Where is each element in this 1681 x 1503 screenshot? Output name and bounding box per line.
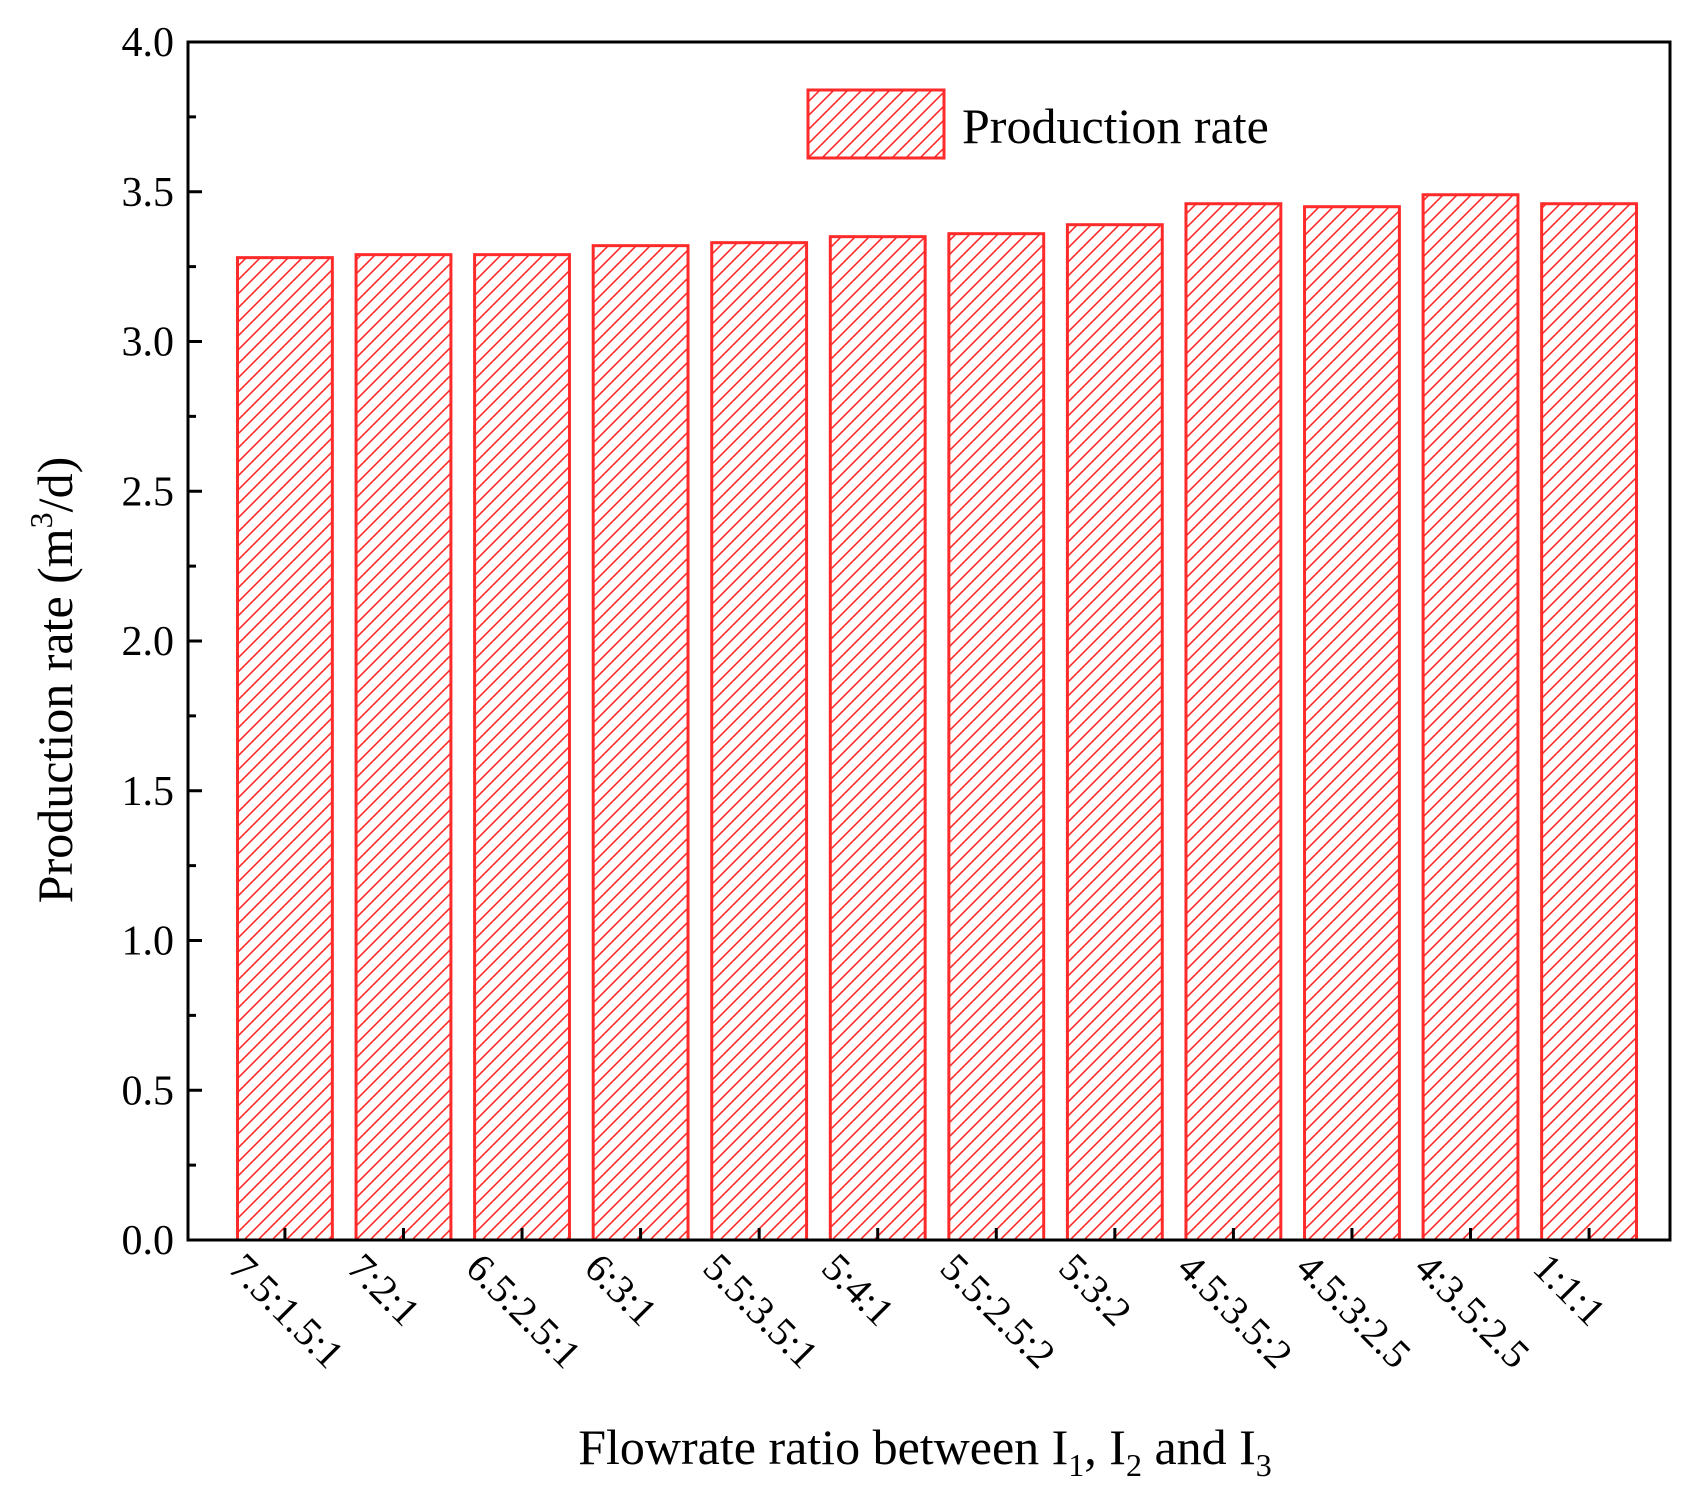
bar <box>1540 202 1639 1242</box>
y-tick-label: 3.5 <box>122 170 175 216</box>
y-tick-label: 4.0 <box>122 20 175 66</box>
y-tick-label: 3.0 <box>122 320 175 366</box>
x-tick-label: 4:3.5:2.5 <box>1406 1245 1538 1377</box>
legend-label: Production rate <box>962 98 1269 154</box>
bar <box>591 244 690 1242</box>
legend-swatch <box>806 88 946 160</box>
bar <box>1065 223 1164 1242</box>
y-axis: 0.0 0.5 1.0 1.5 2.0 2.5 3.0 3.5 4.0 <box>122 20 202 1264</box>
bar <box>710 241 809 1242</box>
y-tick-label: 0.0 <box>122 1218 175 1264</box>
legend: Production rate <box>806 88 1269 160</box>
x-tick-label: 1:1:1 <box>1525 1245 1615 1335</box>
x-axis-title: Flowrate ratio between I1, I2 and I3 <box>578 1419 1272 1483</box>
bar <box>1303 205 1401 1242</box>
bar <box>473 253 571 1242</box>
bar <box>947 232 1046 1242</box>
y-tick-label: 2.5 <box>122 469 175 515</box>
x-tick-label: 5.5:2.5:2 <box>932 1245 1064 1377</box>
y-tick-label: 1.0 <box>122 919 175 965</box>
x-tick-label: 4.5:3:2.5 <box>1288 1245 1420 1377</box>
x-tick-label: 6.5:2.5:1 <box>458 1245 590 1377</box>
y-axis-title: Production rate (m3/d) <box>23 457 83 903</box>
y-tick-label: 0.5 <box>122 1068 175 1114</box>
x-tick-label: 4.5:3.5:2 <box>1169 1245 1301 1377</box>
y-tick-label: 2.0 <box>122 619 175 665</box>
bar <box>354 253 453 1242</box>
x-tick-label: 5:3:2 <box>1050 1245 1140 1335</box>
x-tick-label: 7.5:1.5:1 <box>221 1245 353 1377</box>
bar <box>1421 193 1520 1242</box>
x-axis: 7.5:1.5:17:2:1 6.5:2.5:16:3:1 5.5:3.5:15:4… <box>221 1228 1615 1377</box>
x-tick-label: 5:4:1 <box>813 1245 903 1335</box>
x-tick-label: 6:3:1 <box>576 1245 666 1335</box>
plot-frame <box>186 40 1672 1242</box>
y-tick-label: 1.5 <box>122 769 175 815</box>
x-tick-label: 5.5:3.5:1 <box>695 1245 827 1377</box>
x-tick-label: 7:2:1 <box>339 1245 429 1335</box>
bar <box>828 235 927 1242</box>
bar <box>1184 202 1283 1242</box>
bar <box>235 256 334 1242</box>
bars-group <box>235 193 1639 1242</box>
